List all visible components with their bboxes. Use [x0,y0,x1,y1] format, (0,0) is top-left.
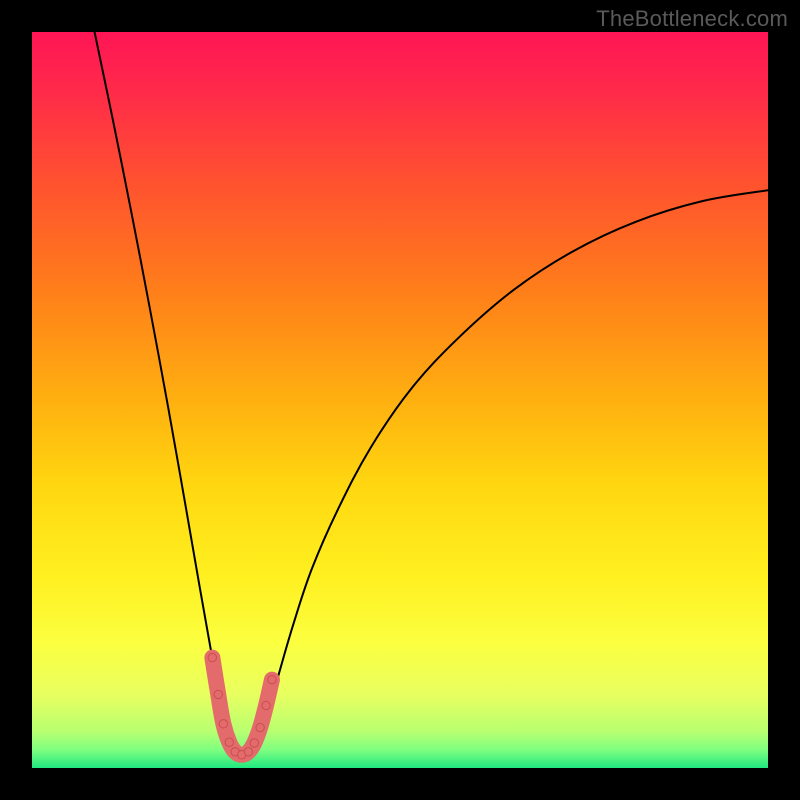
band-bead [219,720,227,728]
watermark-text: TheBottleneck.com [596,6,788,32]
plot-background [32,32,768,768]
band-bead [244,748,252,756]
band-bead [250,739,258,747]
band-bead [225,738,233,746]
band-bead [256,723,264,731]
bottleneck-chart [0,0,800,800]
chart-frame: TheBottleneck.com [0,0,800,800]
band-bead [208,653,216,661]
band-bead [262,701,270,709]
band-bead [268,675,276,683]
band-bead [214,690,222,698]
